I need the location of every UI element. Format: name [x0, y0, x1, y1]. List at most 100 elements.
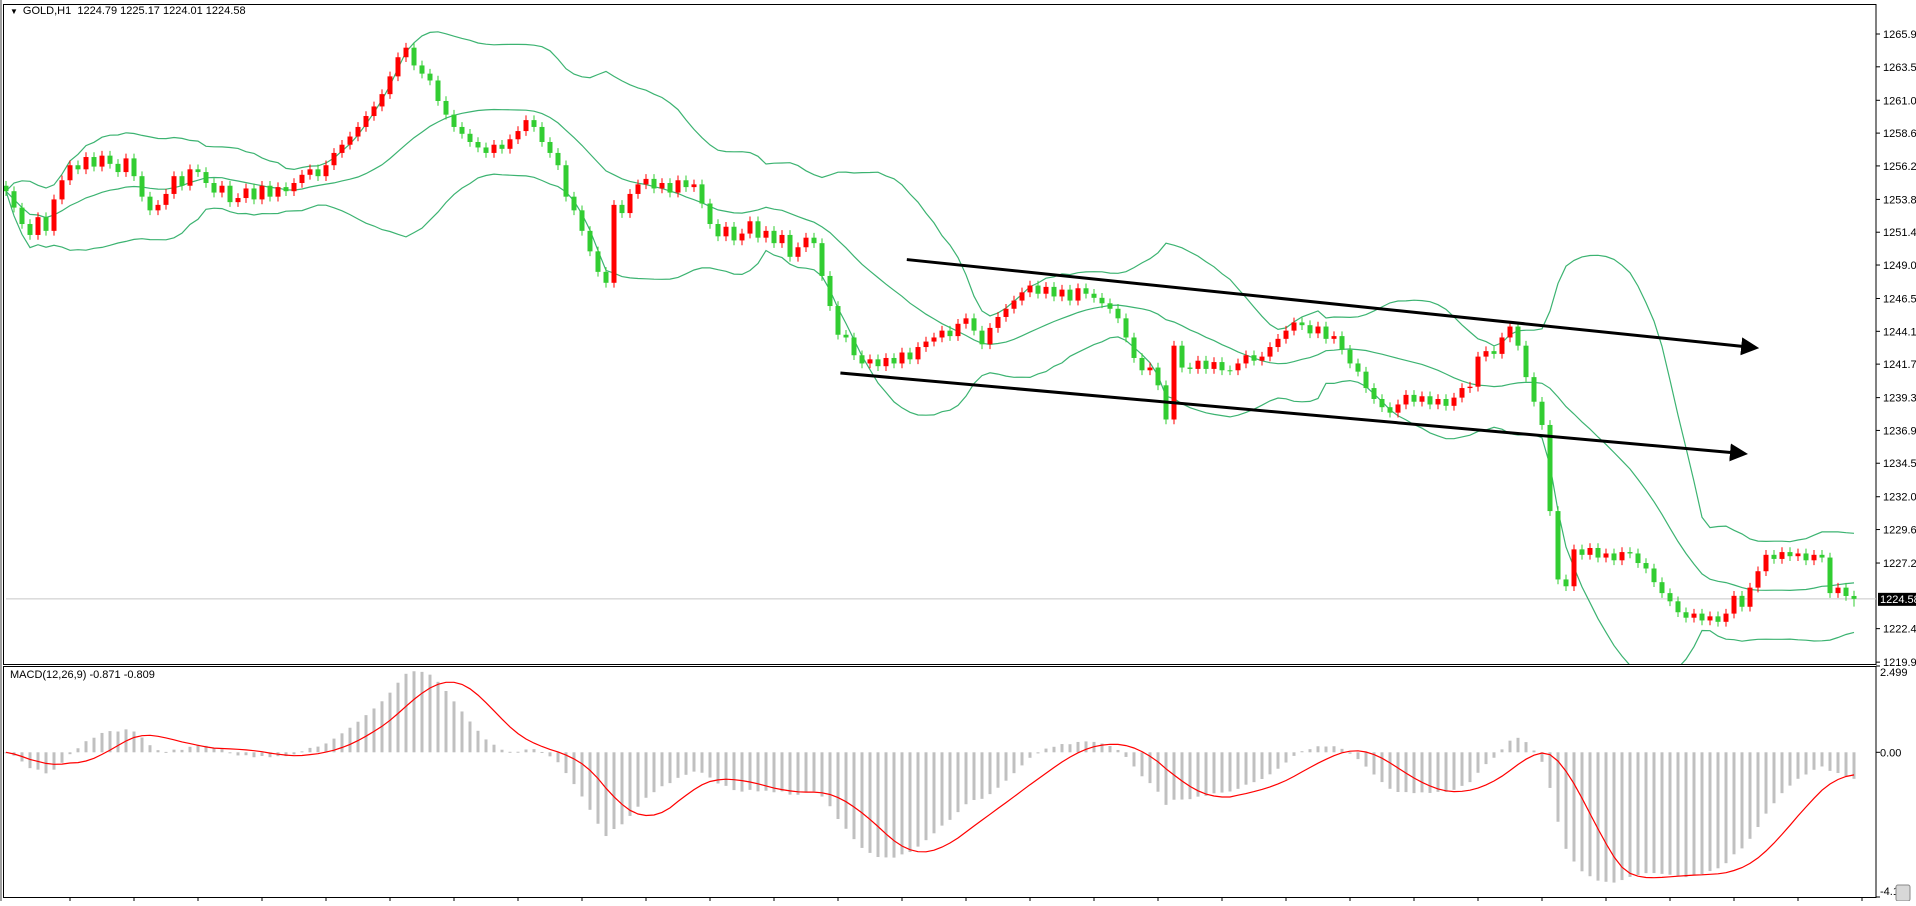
- macd-bar: [1324, 746, 1328, 753]
- candle-body: [339, 144, 345, 153]
- candle-body: [915, 347, 921, 360]
- candle: [1771, 550, 1777, 564]
- candle-body: [27, 224, 33, 235]
- candle-body: [1563, 579, 1569, 587]
- macd-bar: [476, 730, 480, 753]
- macd-bar: [652, 752, 656, 793]
- candle-body: [907, 352, 913, 360]
- candle: [1507, 321, 1513, 343]
- macd-bar: [1716, 752, 1720, 869]
- macd-bar: [84, 741, 88, 753]
- candle-body: [1299, 322, 1305, 326]
- macd-bar: [460, 711, 464, 753]
- macd-bar: [444, 691, 448, 753]
- candle: [515, 126, 521, 145]
- candle: [211, 178, 217, 198]
- macd-bar: [604, 752, 608, 837]
- candle-body: [675, 180, 681, 193]
- candle-body: [243, 188, 249, 199]
- candle-body: [707, 203, 713, 225]
- candle: [1779, 547, 1785, 564]
- price-axis: 1265.90 1263.50 1261.05 1258.65 1256.25 1253.…: [1876, 29, 1916, 669]
- candle-body: [1067, 289, 1073, 301]
- macd-bar: [1164, 752, 1168, 805]
- candle-body: [523, 120, 529, 132]
- candle: [979, 325, 985, 350]
- macd-bar: [1668, 752, 1672, 875]
- macd-bar: [836, 752, 840, 819]
- price-tick-label: 1251.40: [1883, 227, 1916, 239]
- macd-bar: [868, 752, 872, 853]
- macd-bar: [1052, 746, 1056, 753]
- macd-bar: [564, 752, 568, 774]
- candle-body: [1755, 571, 1761, 588]
- macd-bar: [1676, 752, 1680, 877]
- candle: [1403, 390, 1409, 410]
- candle-body: [75, 165, 81, 170]
- macd-bar: [1540, 752, 1544, 762]
- macd-bar: [900, 752, 904, 855]
- candle: [83, 152, 89, 175]
- candle: [1763, 550, 1769, 577]
- candle-body: [1339, 336, 1345, 350]
- candle-body: [755, 221, 761, 238]
- candle-body: [315, 169, 321, 177]
- macd-bar: [1292, 752, 1296, 756]
- candle-body: [1459, 388, 1465, 398]
- macd-bar: [172, 749, 176, 753]
- macd-bar: [572, 752, 576, 785]
- candle: [1131, 332, 1137, 363]
- macd-bar: [1084, 741, 1088, 753]
- macd-bar: [1316, 746, 1320, 753]
- macd-bar: [548, 752, 552, 757]
- candle-body: [1355, 363, 1361, 372]
- macd-bar: [1268, 752, 1272, 775]
- macd-bar: [1404, 752, 1408, 793]
- candle: [883, 353, 889, 371]
- trend-line-upper[interactable]: [906, 258, 1760, 356]
- macd-bar: [1772, 752, 1776, 804]
- macd-bar: [1500, 749, 1504, 753]
- candle: [107, 150, 113, 169]
- trend-line-lower[interactable]: [840, 371, 1748, 462]
- macd-bar: [1412, 752, 1416, 794]
- candle-body: [1675, 601, 1681, 613]
- candle: [1659, 577, 1665, 598]
- candle-body: [643, 178, 649, 185]
- candle-body: [1659, 582, 1665, 594]
- macd-bar: [708, 752, 712, 778]
- candle-body: [1555, 511, 1561, 580]
- price-pane: [3, 4, 1877, 665]
- macd-bar: [316, 746, 320, 753]
- macd-bar: [516, 751, 520, 753]
- candle: [315, 164, 321, 181]
- candle: [1411, 390, 1417, 407]
- candle: [243, 183, 249, 203]
- macd-bar: [1308, 749, 1312, 753]
- candle: [731, 221, 737, 246]
- macd-bar: [1476, 752, 1480, 773]
- macd-bar: [1372, 752, 1376, 775]
- macd-bar: [1660, 752, 1664, 874]
- candle: [1435, 394, 1441, 410]
- macd-bar: [628, 752, 632, 816]
- macd-bar: [1556, 752, 1560, 822]
- triangle-down-icon[interactable]: ▼: [10, 7, 18, 16]
- macd-bar: [1116, 749, 1120, 753]
- candle-body: [1651, 568, 1657, 583]
- candle: [947, 325, 953, 341]
- candle: [1107, 298, 1113, 314]
- candle: [1587, 543, 1593, 560]
- macd-bar: [188, 746, 192, 753]
- candle: [1027, 280, 1033, 298]
- macd-bar: [1212, 752, 1216, 794]
- macd-bar: [1692, 752, 1696, 876]
- macd-bar: [796, 752, 800, 795]
- macd-bar: [844, 752, 848, 829]
- candle-body: [587, 230, 593, 252]
- candle: [891, 353, 897, 369]
- chart-shift-button[interactable]: [1895, 884, 1911, 902]
- candle: [915, 342, 921, 365]
